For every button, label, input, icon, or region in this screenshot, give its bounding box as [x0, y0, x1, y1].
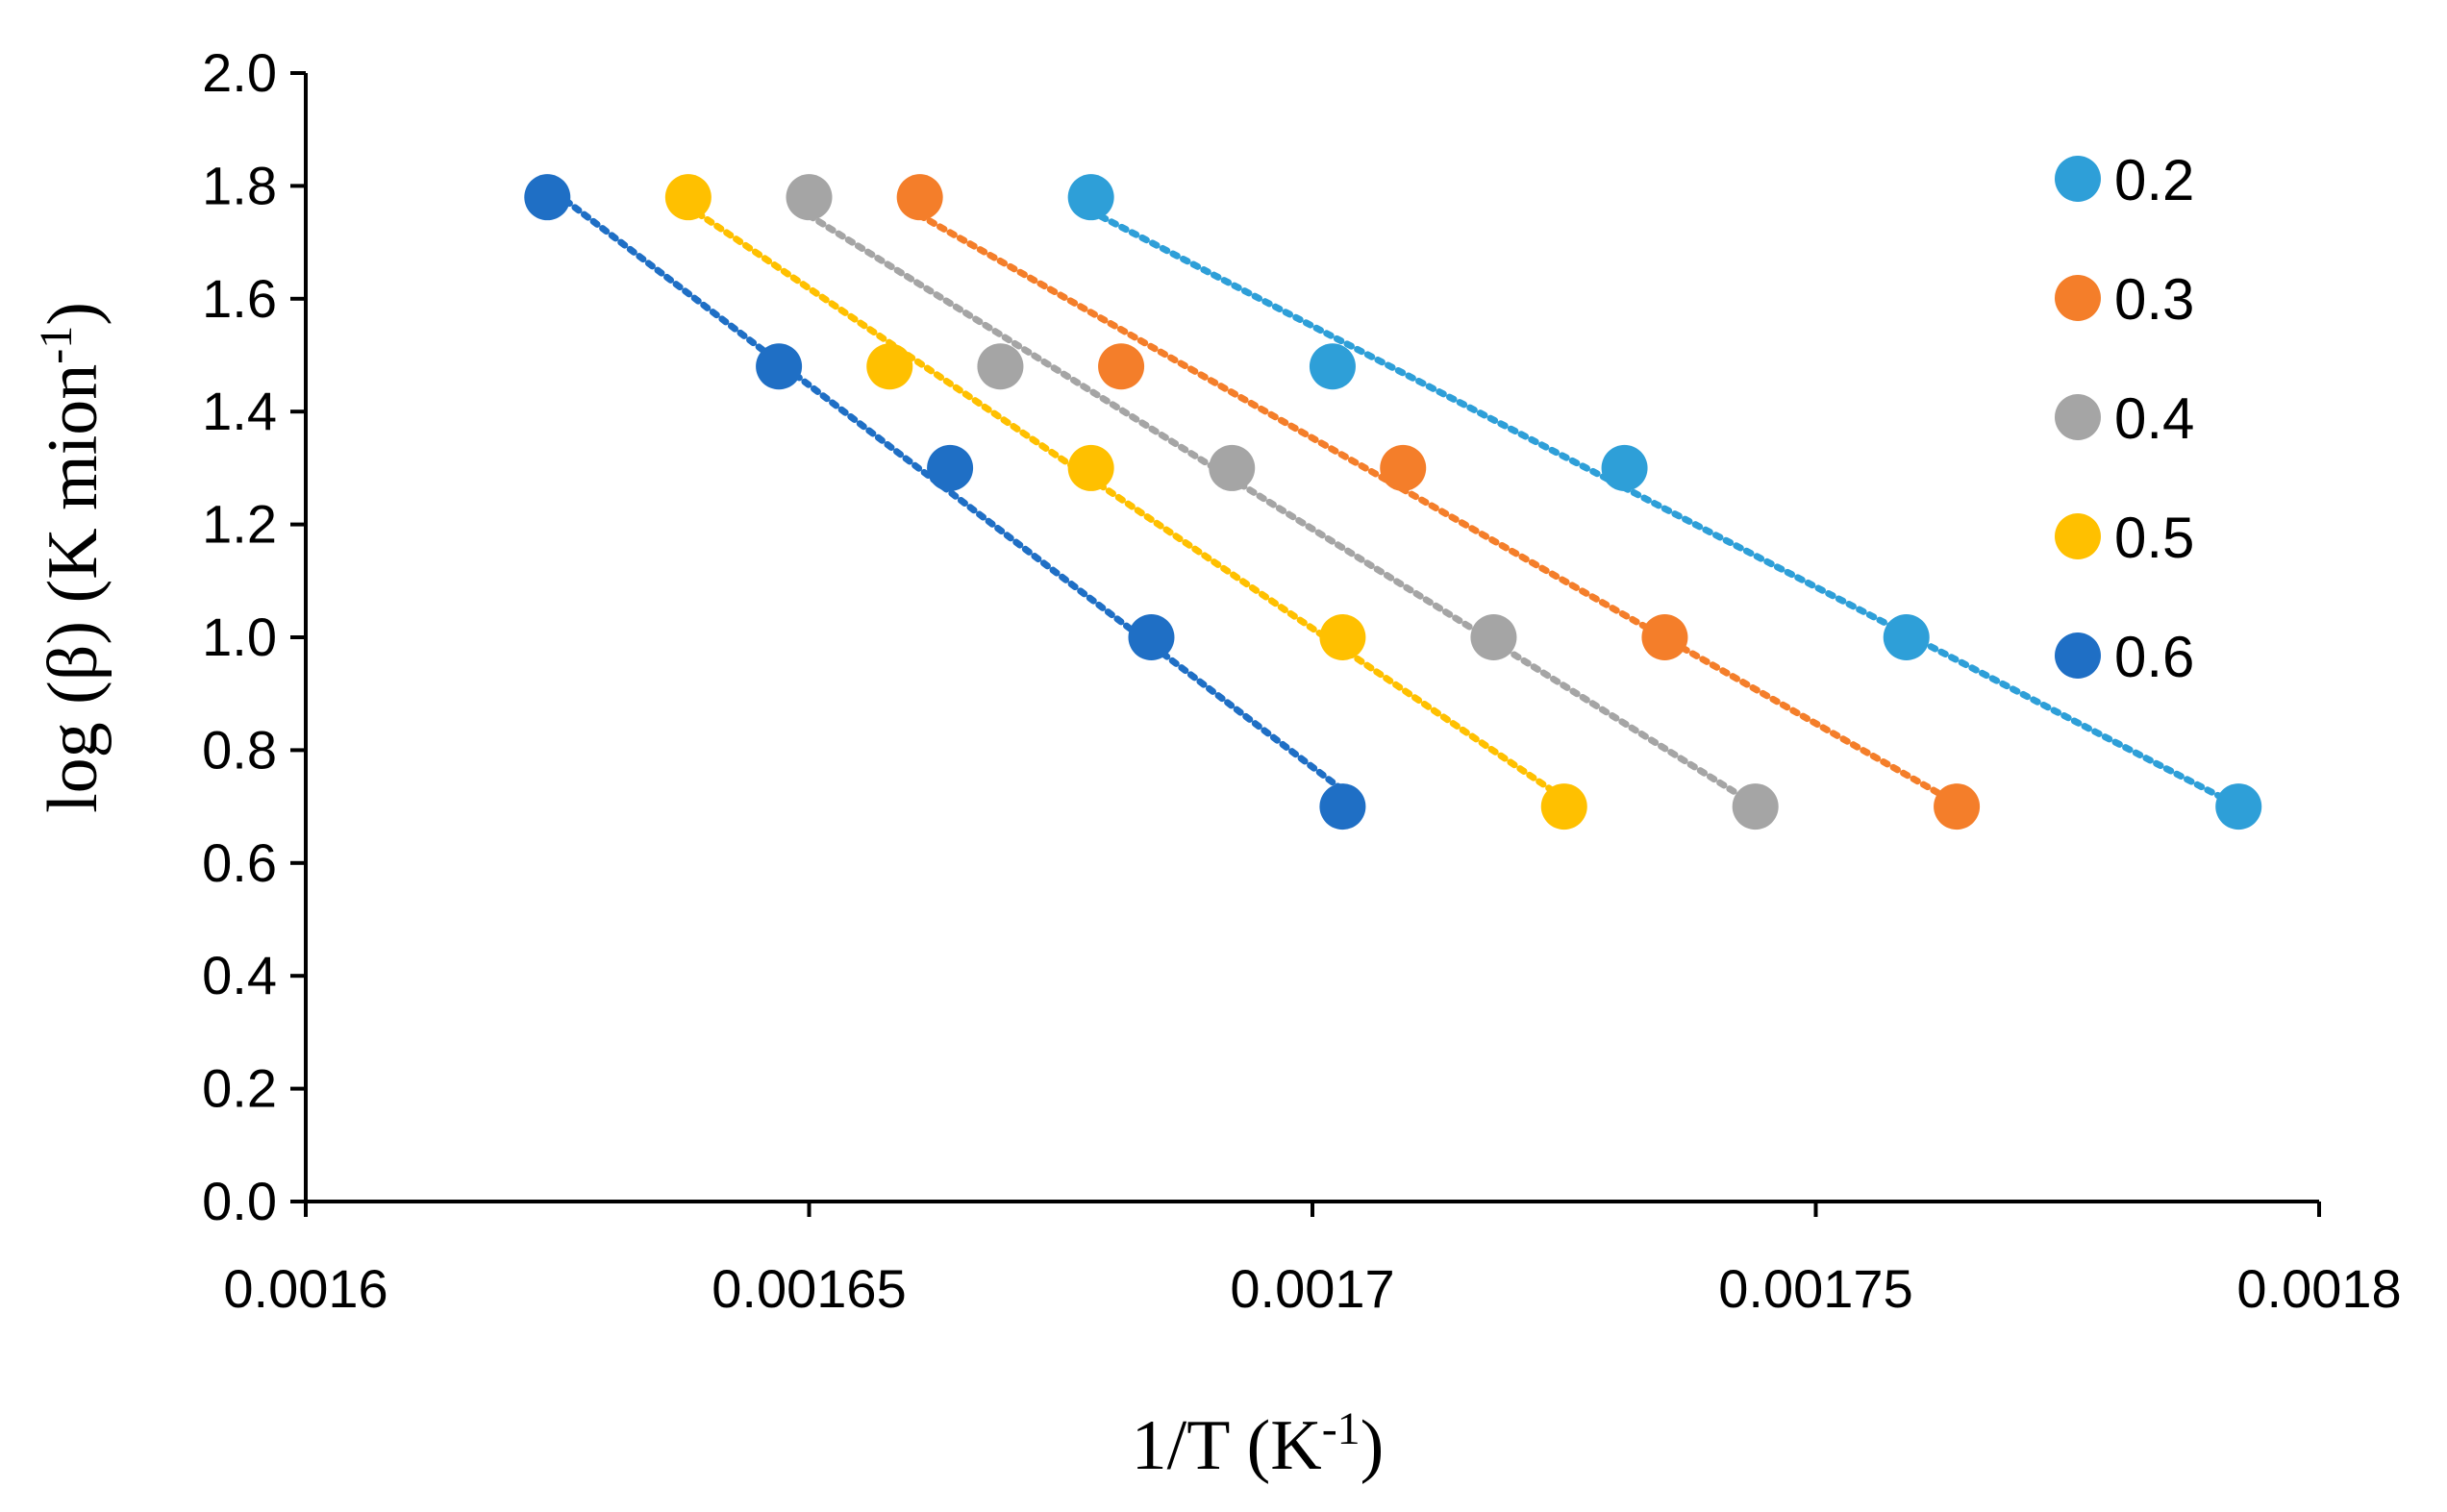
x-tick-label: 0.00175	[1718, 1258, 1912, 1319]
x-axis-title: 1/T (K-1)	[1132, 1403, 1385, 1485]
x-axis-ticks: 0.0016 0.00165 0.0017 0.00175 0.0018	[223, 1202, 2402, 1319]
y-tick-label: 1.4	[202, 381, 277, 441]
x-tick-label: 0.0016	[223, 1258, 387, 1319]
y-tick-label: 0.6	[202, 832, 277, 893]
data-point-0.3	[1641, 614, 1688, 660]
legend-label-0.5: 0.5	[2114, 506, 2194, 570]
data-point-0.5	[664, 174, 712, 221]
data-point-0.2	[1067, 174, 1114, 221]
legend-label-0.4: 0.4	[2114, 386, 2194, 451]
x-tick-label: 0.0018	[2236, 1258, 2401, 1319]
data-point-0.6	[524, 174, 571, 221]
data-point-0.4	[1470, 614, 1517, 660]
data-point-0.5	[1319, 614, 1366, 660]
y-tick-label: 1.2	[202, 494, 277, 555]
data-point-0.2	[1309, 343, 1356, 390]
trendline-0.3	[916, 211, 1960, 807]
data-points	[524, 174, 2262, 830]
trendline-0.2	[1087, 208, 2242, 810]
data-point-0.6	[1319, 783, 1366, 830]
y-axis-ticks: 0.0 0.2 0.4 0.6 0.8 1.0 1.2 1.4 1.6 1.8 2.0	[202, 42, 306, 1231]
y-tick-label: 1.8	[202, 155, 277, 215]
data-point-0.2	[2215, 783, 2262, 830]
legend-marker-0.2	[2055, 156, 2101, 202]
y-tick-label: 1.0	[202, 607, 277, 667]
legend-label-0.6: 0.6	[2114, 625, 2194, 689]
data-point-0.6	[1128, 614, 1175, 660]
data-point-0.5	[866, 343, 913, 390]
data-point-0.2	[1883, 614, 1930, 660]
data-point-0.3	[1380, 444, 1427, 491]
data-point-0.4	[1209, 444, 1256, 491]
x-tick-label: 0.00165	[712, 1258, 906, 1319]
legend-label-0.3: 0.3	[2114, 267, 2194, 332]
data-point-0.2	[1601, 444, 1648, 491]
data-point-0.4	[1732, 783, 1779, 830]
data-point-0.4	[977, 343, 1024, 390]
trendline-0.5	[685, 203, 1568, 803]
data-point-0.3	[1098, 343, 1145, 390]
legend-marker-0.3	[2055, 275, 2101, 321]
axes	[304, 73, 2319, 1203]
y-tick-label: 0.4	[202, 945, 277, 1005]
y-tick-label: 0.8	[202, 719, 277, 780]
y-tick-label: 1.6	[202, 268, 277, 329]
y-axis-title: log (β) (K mion-1)	[31, 302, 112, 813]
y-tick-label: 2.0	[202, 42, 277, 103]
trendlines	[543, 183, 2242, 810]
data-point-0.5	[1540, 783, 1587, 830]
data-point-0.4	[786, 174, 833, 221]
legend-marker-0.6	[2055, 632, 2101, 679]
data-point-0.3	[896, 174, 943, 221]
data-point-0.5	[1067, 444, 1114, 491]
legend-marker-0.4	[2055, 394, 2101, 440]
data-point-0.3	[1934, 783, 1981, 830]
data-point-0.6	[927, 444, 974, 491]
y-tick-label: 0.2	[202, 1058, 277, 1119]
legend-label-0.2: 0.2	[2114, 148, 2194, 212]
data-point-0.6	[756, 343, 803, 390]
legend: 0.2 0.3 0.4 0.5 0.6	[2055, 148, 2194, 689]
legend-marker-0.5	[2055, 513, 2101, 559]
trendline-0.4	[806, 211, 1760, 808]
x-tick-label: 0.0017	[1230, 1258, 1394, 1319]
y-tick-label: 0.0	[202, 1171, 277, 1231]
